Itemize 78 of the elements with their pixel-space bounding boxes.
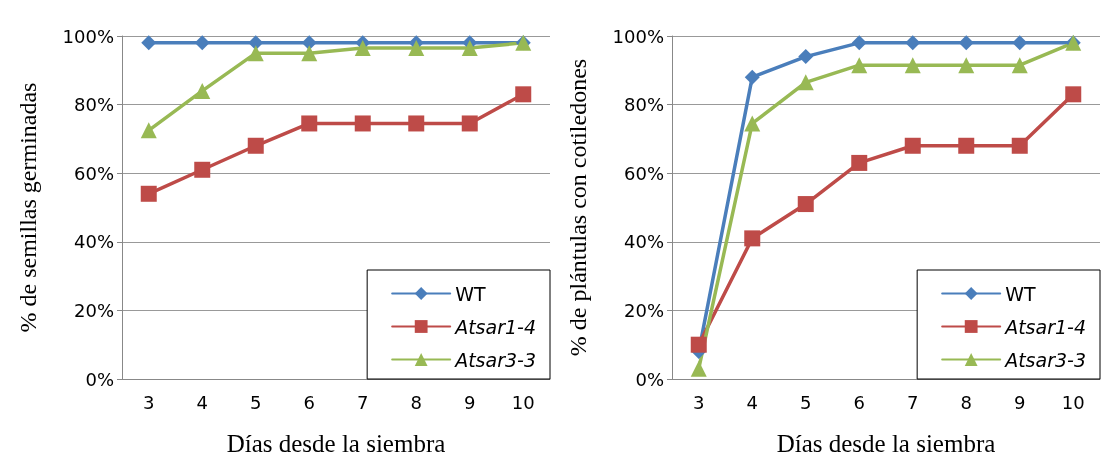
point xyxy=(851,57,868,74)
point xyxy=(247,137,264,154)
x-tick-label: 5 xyxy=(800,391,812,413)
x-axis-title: Días desde la siembra xyxy=(226,430,446,457)
point xyxy=(958,137,975,154)
legend-label: WT xyxy=(1005,282,1036,305)
point xyxy=(690,336,707,353)
y-tick-label: 80% xyxy=(623,94,664,116)
point xyxy=(958,35,974,51)
point xyxy=(515,86,532,103)
point xyxy=(408,40,425,57)
y-tick-label: 80% xyxy=(73,94,114,116)
x-tick-label: 9 xyxy=(1014,391,1026,413)
x-tick-label: 5 xyxy=(250,391,262,413)
point xyxy=(744,230,761,247)
y-tick-label: 100% xyxy=(612,25,664,47)
point xyxy=(408,115,425,132)
point xyxy=(797,196,814,213)
x-tick-label: 3 xyxy=(693,391,705,413)
point xyxy=(797,74,814,91)
x-tick-label: 6 xyxy=(853,391,865,413)
y-tick-label: 40% xyxy=(623,231,664,253)
x-tick-label: 3 xyxy=(143,391,155,413)
point xyxy=(1011,57,1028,74)
x-tick-label: 10 xyxy=(1061,391,1085,413)
x-tick-label: 8 xyxy=(410,391,422,413)
legend-label: WT xyxy=(455,282,486,305)
x-tick-label: 9 xyxy=(464,391,476,413)
point xyxy=(194,161,211,178)
point xyxy=(798,49,814,65)
y-tick-label: 20% xyxy=(623,299,664,321)
point xyxy=(461,115,478,132)
point xyxy=(461,40,478,57)
y-tick-label: 60% xyxy=(73,162,114,184)
legend-label: Atsar1-4 xyxy=(1003,315,1087,338)
legend-label: Atsar3-3 xyxy=(453,348,537,371)
point xyxy=(1012,35,1028,51)
y-tick-label: 100% xyxy=(62,25,114,47)
y-tick-label: 40% xyxy=(73,231,114,253)
point xyxy=(904,57,921,74)
x-tick-label: 10 xyxy=(511,391,535,413)
point xyxy=(140,122,157,139)
point xyxy=(247,45,264,62)
point xyxy=(904,137,921,154)
point xyxy=(248,35,264,51)
point xyxy=(141,35,157,51)
point xyxy=(194,82,211,99)
y-axis-title: % de plántulas con cotiledones xyxy=(565,58,591,357)
y-tick-label: 60% xyxy=(623,162,664,184)
point xyxy=(301,115,318,132)
x-tick-label: 8 xyxy=(960,391,972,413)
point xyxy=(690,360,707,377)
legend-label: Atsar1-4 xyxy=(453,315,537,338)
x-tick-label: 7 xyxy=(357,391,369,413)
y-tick-label: 0% xyxy=(635,368,664,390)
x-axis-title: Días desde la siembra xyxy=(776,430,996,457)
point xyxy=(744,115,761,132)
y-axis-title: % de semillas germinadas xyxy=(15,82,41,333)
point xyxy=(1065,86,1082,103)
point xyxy=(301,35,317,51)
x-tick-label: 4 xyxy=(746,391,758,413)
legend-label: Atsar3-3 xyxy=(1003,348,1087,371)
point xyxy=(851,35,867,51)
point xyxy=(851,154,868,171)
point xyxy=(194,35,210,51)
point xyxy=(354,115,371,132)
y-tick-label: 20% xyxy=(73,299,114,321)
x-tick-label: 6 xyxy=(303,391,315,413)
point xyxy=(301,45,318,62)
point xyxy=(958,57,975,74)
point xyxy=(1011,137,1028,154)
point xyxy=(744,69,760,85)
x-tick-label: 7 xyxy=(907,391,919,413)
point xyxy=(905,35,921,51)
point xyxy=(140,185,157,202)
x-tick-label: 4 xyxy=(196,391,208,413)
point xyxy=(354,40,371,57)
y-tick-label: 0% xyxy=(85,368,114,390)
